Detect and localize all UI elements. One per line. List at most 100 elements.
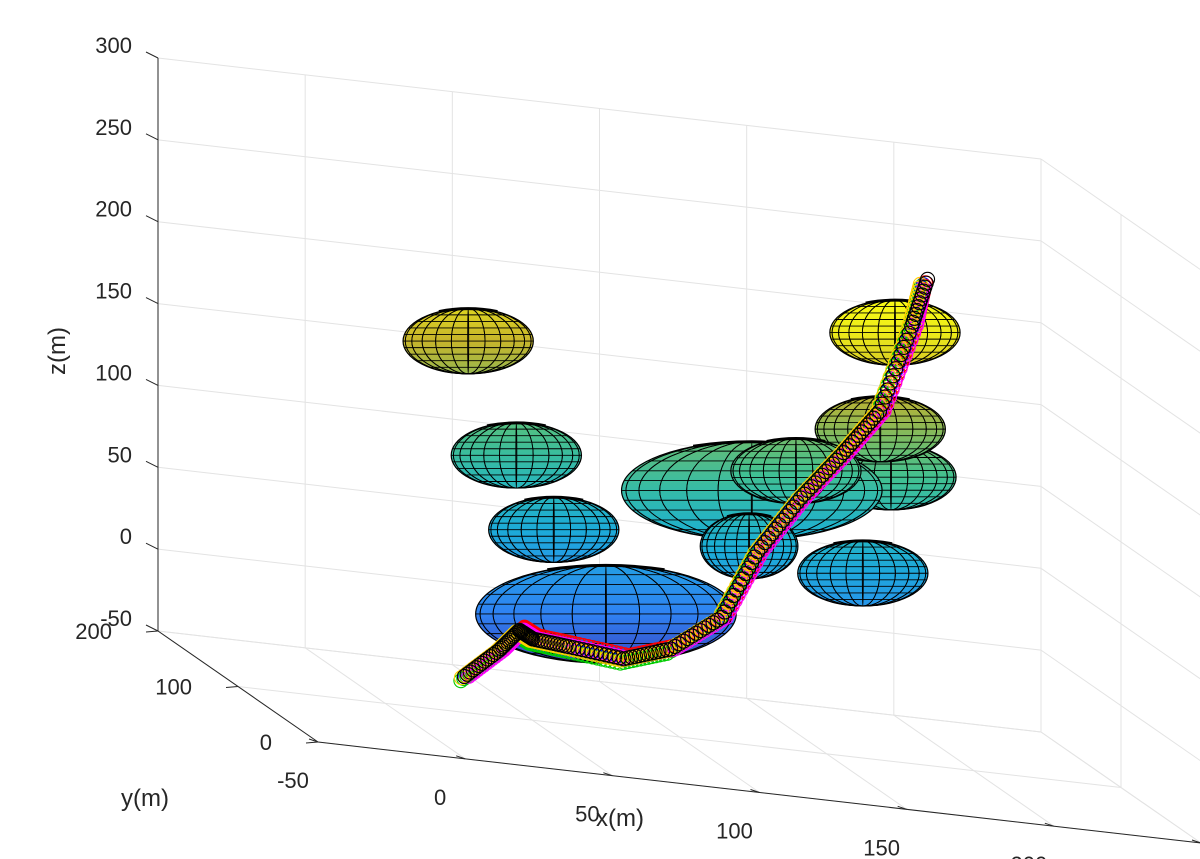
- obstacle-sphere: [488, 495, 620, 564]
- trajectory-point: [896, 339, 912, 355]
- trajectory-point: [485, 646, 501, 663]
- trajectory-point: [874, 396, 890, 412]
- z-tick: [145, 624, 159, 632]
- obstacle-sphere: [797, 539, 929, 607]
- trajectory-point: [880, 382, 896, 398]
- trajectory-point: [684, 628, 700, 644]
- axis-layer: -500501001502002500100200-50050100150200…: [75, 33, 1200, 859]
- trajectory: [456, 271, 936, 684]
- trajectory-point: [705, 615, 721, 631]
- trajectory-point: [680, 630, 696, 647]
- x-tick-label: 0: [434, 785, 446, 810]
- x-tick: [308, 738, 319, 743]
- trajectory-point: [675, 633, 691, 649]
- y-tick: [225, 686, 239, 688]
- y-tick-label: 200: [75, 619, 112, 644]
- z-tick-label: 50: [108, 442, 132, 467]
- x-tick-label: 150: [863, 835, 900, 859]
- obstacle-sphere: [402, 307, 534, 375]
- trajectory-point: [872, 403, 888, 419]
- y-tick-label: 0: [260, 730, 272, 755]
- z-tick: [145, 215, 159, 223]
- z-tick-label: 250: [95, 115, 132, 140]
- trajectory-point: [890, 354, 906, 370]
- trajectory-point: [520, 628, 536, 644]
- z-axis-label: z(m): [44, 327, 71, 375]
- trajectory-point: [920, 271, 936, 287]
- z-tick: [145, 542, 159, 550]
- mesh-line: [833, 539, 893, 546]
- x-tick: [1044, 822, 1054, 827]
- x-tick-label: -50: [277, 768, 309, 793]
- trajectory-point: [663, 641, 679, 657]
- trajectory-point: [671, 636, 687, 652]
- trajectory-point: [895, 334, 911, 350]
- gridline: [157, 139, 1042, 242]
- label-layer: x(m) y(m) z(m): [44, 327, 644, 832]
- y-tick-label: 100: [155, 675, 192, 700]
- trajectory-point: [692, 623, 708, 639]
- trajectory-point: [701, 617, 717, 633]
- x-tick: [603, 772, 613, 777]
- z-tick-label: 300: [95, 33, 132, 58]
- gridline: [1040, 404, 1200, 516]
- trajectory-point: [882, 375, 898, 391]
- gridline: [237, 686, 1122, 788]
- z-tick-label: 0: [120, 524, 132, 549]
- mesh-line: [547, 563, 665, 572]
- gridline: [157, 57, 1042, 160]
- gridline: [1040, 486, 1200, 598]
- gridline: [1040, 322, 1200, 434]
- x-tick-label: 50: [575, 802, 599, 827]
- x-tick: [456, 755, 466, 760]
- trajectory-point: [882, 369, 898, 385]
- trajectory-point: [887, 355, 903, 371]
- z-tick: [145, 297, 159, 305]
- y-axis-label: y(m): [121, 785, 169, 812]
- mesh-line: [766, 437, 826, 443]
- z-tick: [145, 460, 159, 468]
- z-tick-label: -50: [100, 606, 132, 631]
- trajectory-point: [871, 397, 887, 414]
- x-tick-label: 100: [716, 819, 753, 844]
- trajectory-point: [697, 620, 713, 636]
- trajectory-point: [898, 332, 914, 348]
- trajectory-point: [688, 625, 704, 641]
- trajectory-point: [874, 390, 890, 406]
- mesh-line: [524, 495, 584, 502]
- gridline: [1040, 649, 1200, 762]
- z-tick: [145, 378, 159, 386]
- mesh-line: [438, 307, 498, 314]
- gridline: [1040, 240, 1200, 352]
- gridline: [1040, 158, 1200, 270]
- trajectory-point: [893, 341, 909, 357]
- trajectory-point: [877, 383, 893, 399]
- trajectory-point: [901, 325, 917, 341]
- y-tick: [145, 630, 159, 633]
- trajectory-point: [893, 346, 909, 363]
- trajectory-point: [898, 327, 914, 343]
- mesh-line: [726, 512, 772, 519]
- obstacle-sphere: [475, 563, 737, 664]
- x-tick: [897, 805, 907, 810]
- mesh-line: [486, 421, 546, 428]
- z-tick-label: 200: [95, 197, 132, 222]
- trajectory-point: [667, 638, 683, 654]
- trajectory-point: [888, 361, 904, 377]
- trajectory-point: [668, 637, 684, 653]
- z-tick: [145, 51, 159, 59]
- x-axis-label: x(m): [596, 805, 644, 832]
- data-layer: [402, 271, 961, 689]
- trajectory-point: [885, 362, 901, 378]
- trajectory-point: [885, 368, 901, 384]
- trajectory-point: [879, 376, 895, 392]
- obstacle-sphere: [450, 421, 583, 489]
- z-tick-label: 100: [95, 360, 132, 385]
- trajectory-point: [877, 389, 893, 405]
- x-tick-label: 200: [1010, 852, 1047, 859]
- y-tick: [305, 741, 319, 744]
- gridline: [1040, 567, 1200, 680]
- trajectory-point: [890, 348, 906, 364]
- gridline: [157, 630, 1042, 733]
